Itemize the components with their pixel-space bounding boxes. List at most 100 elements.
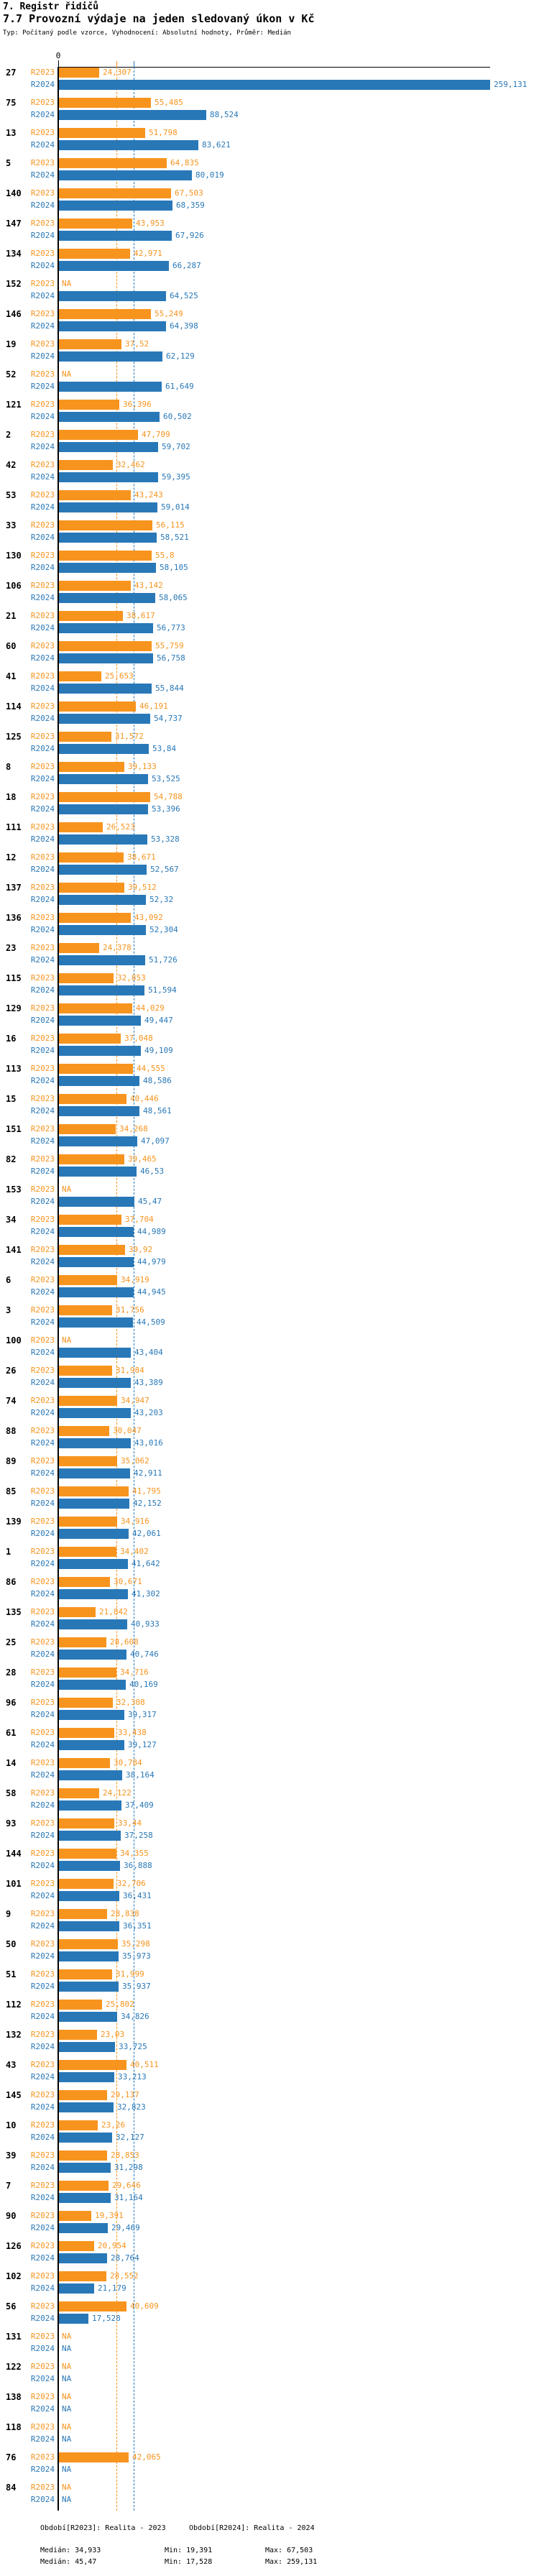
r2023-bar	[59, 1607, 96, 1617]
r2024-bar	[59, 714, 150, 724]
r2024-label: R2024	[30, 1227, 55, 1236]
row-id-label: 129	[6, 1003, 22, 1013]
r2023-bar	[59, 2181, 109, 2191]
r2023-bar	[59, 1396, 117, 1406]
r2023-bar	[59, 1456, 117, 1466]
row-id-label: 33	[6, 520, 17, 530]
row-id-label: 139	[6, 1517, 22, 1527]
row-id-label: 3	[6, 1305, 11, 1315]
r2024-bar	[59, 1982, 119, 1992]
r2024-bar	[59, 593, 155, 603]
row-id-label: 13	[6, 128, 17, 138]
r2024-label: R2024	[30, 653, 55, 663]
r2023-value: 44,555	[137, 1064, 165, 1073]
r2024-bar	[59, 1680, 126, 1690]
r2024-bar	[59, 744, 149, 754]
r2023-bar	[59, 1698, 113, 1708]
r2023-value: 64,835	[170, 158, 199, 167]
r2024-value: 52,304	[149, 925, 178, 934]
r2024-bar	[59, 80, 490, 90]
r2023-value: 28,552	[110, 2271, 139, 2281]
r2023-label: R2023	[30, 2060, 55, 2069]
r2024-bar	[59, 1348, 131, 1358]
r2024-label: R2024	[30, 321, 55, 331]
r2024-label: R2024	[30, 2314, 55, 2323]
r2024-bar	[59, 2193, 111, 2203]
r2024-value: 44,509	[137, 1317, 165, 1327]
r2024-label: R2024	[30, 955, 55, 965]
r2024-value: 60,502	[163, 412, 192, 421]
r2023-bar	[59, 400, 119, 410]
row-id-label: 9	[6, 1909, 11, 1919]
r2024-label: R2024	[30, 1770, 55, 1780]
r2023-label: R2023	[30, 309, 55, 318]
r2024-label: R2024	[30, 1438, 55, 1448]
r2023-bar	[59, 1486, 129, 1496]
r2023-na-value: NA	[62, 1184, 72, 1194]
r2024-bar	[59, 2253, 107, 2263]
r2024-value: 64,525	[170, 291, 198, 300]
row-id-label: 14	[6, 1758, 17, 1768]
r2023-value: 38,617	[126, 611, 155, 620]
r2024-label: R2024	[30, 804, 55, 814]
r2023-label: R2023	[30, 852, 55, 862]
r2023-bar	[59, 1849, 116, 1859]
r2024-label: R2024	[30, 1982, 55, 1991]
r2024-value: 259,131	[494, 80, 528, 89]
r2024-value: 49,109	[144, 1046, 173, 1055]
row-id-label: 60	[6, 641, 17, 651]
r2024-label: R2024	[30, 1257, 55, 1266]
r2023-bar	[59, 1366, 112, 1376]
r2023-bar	[59, 1788, 99, 1798]
r2024-label: R2024	[30, 2072, 55, 2082]
r2023-bar	[59, 551, 152, 561]
legend-median-2024: Medián: 45,47	[40, 2558, 97, 2566]
r2024-label: R2024	[30, 2404, 55, 2414]
r2024-value: 29,469	[111, 2223, 140, 2232]
r2024-bar	[59, 834, 147, 845]
row-id-label: 125	[6, 732, 22, 742]
r2023-label: R2023	[30, 490, 55, 500]
r2024-bar	[59, 1257, 134, 1267]
r2023-bar	[59, 1909, 107, 1919]
r2024-value: 42,061	[132, 1529, 161, 1538]
r2024-value: 42,152	[133, 1499, 162, 1508]
r2024-value: 32,127	[116, 2133, 144, 2142]
r2024-na-value: NA	[62, 2404, 72, 2414]
r2023-label: R2023	[30, 1034, 55, 1043]
r2023-value: 28,838	[111, 1909, 139, 1918]
r2024-bar	[59, 1016, 141, 1026]
r2023-label: R2023	[30, 1909, 55, 1918]
r2023-label: R2023	[30, 2211, 55, 2220]
r2023-na-value: NA	[62, 2362, 72, 2371]
r2024-bar	[59, 2133, 112, 2143]
r2023-label: R2023	[30, 1939, 55, 1949]
r2023-label: R2023	[30, 1788, 55, 1798]
r2023-label: R2023	[30, 218, 55, 228]
r2023-value: 41,795	[132, 1486, 161, 1496]
row-id-label: 122	[6, 2362, 22, 2372]
r2023-bar	[59, 671, 101, 681]
r2023-label: R2023	[30, 1879, 55, 1888]
r2024-label: R2024	[30, 1891, 55, 1900]
r2023-label: R2023	[30, 1094, 55, 1103]
r2024-label: R2024	[30, 744, 55, 753]
r2024-bar	[59, 1227, 134, 1237]
row-id-label: 144	[6, 1849, 22, 1859]
r2023-label: R2023	[30, 1305, 55, 1315]
r2023-label: R2023	[30, 1547, 55, 1556]
r2023-bar	[59, 1064, 133, 1074]
r2023-label: R2023	[30, 2030, 55, 2039]
r2023-bar	[59, 1305, 112, 1315]
r2023-label: R2023	[30, 2483, 55, 2492]
r2024-value: 51,726	[149, 955, 178, 965]
r2023-bar	[59, 2211, 91, 2221]
r2024-label: R2024	[30, 1740, 55, 1749]
r2023-value: 34,268	[119, 1124, 148, 1133]
r2024-na-value: NA	[62, 2495, 72, 2504]
r2023-value: 37,52	[125, 339, 149, 349]
r2023-label: R2023	[30, 943, 55, 952]
row-id-label: 137	[6, 883, 22, 893]
row-id-label: 126	[6, 2241, 22, 2251]
r2024-label: R2024	[30, 1468, 55, 1478]
